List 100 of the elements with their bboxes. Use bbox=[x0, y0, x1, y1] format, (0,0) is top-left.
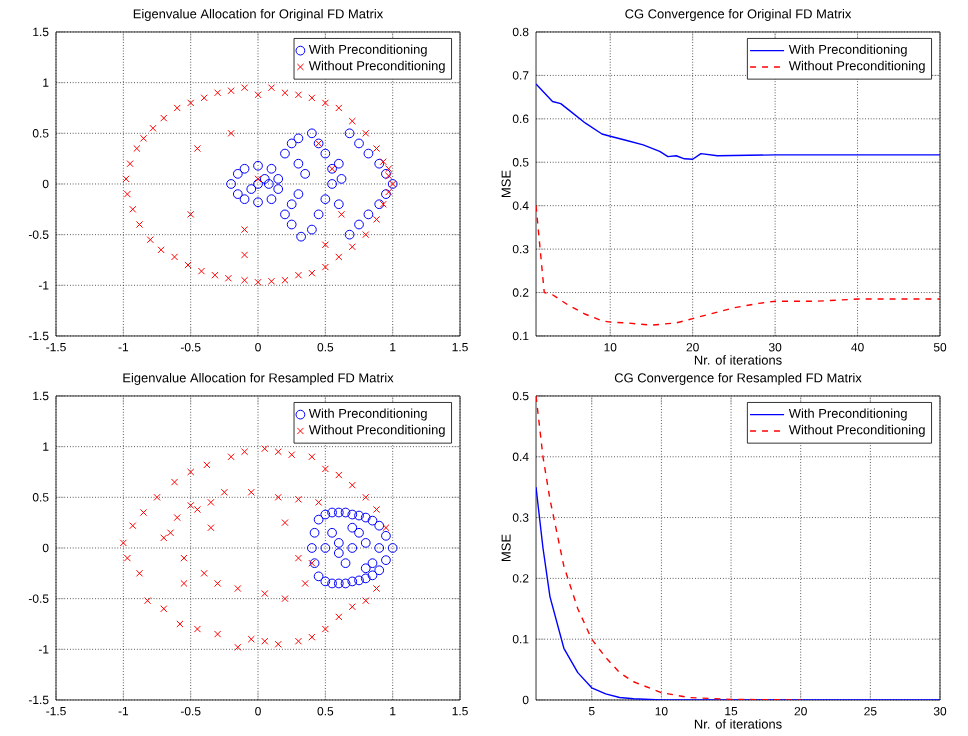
point bbox=[327, 179, 337, 190]
point bbox=[313, 571, 324, 582]
point bbox=[362, 130, 370, 138]
point bbox=[313, 209, 324, 220]
point bbox=[379, 200, 387, 209]
point bbox=[321, 263, 329, 272]
point bbox=[348, 603, 356, 611]
point bbox=[129, 206, 137, 214]
point bbox=[173, 104, 181, 112]
point bbox=[362, 231, 370, 239]
point bbox=[286, 199, 297, 210]
point bbox=[227, 87, 235, 95]
point bbox=[348, 117, 356, 126]
point bbox=[123, 190, 131, 199]
point bbox=[166, 529, 175, 537]
point bbox=[280, 149, 290, 159]
point bbox=[360, 563, 371, 574]
point bbox=[347, 543, 358, 554]
point bbox=[293, 159, 304, 169]
point bbox=[362, 597, 370, 605]
point bbox=[149, 124, 157, 133]
point bbox=[266, 164, 277, 175]
point bbox=[226, 179, 236, 190]
point bbox=[247, 635, 255, 644]
point bbox=[135, 570, 144, 578]
point bbox=[320, 576, 331, 587]
point bbox=[211, 271, 219, 280]
point bbox=[372, 216, 381, 224]
point bbox=[340, 558, 351, 569]
point bbox=[307, 128, 317, 139]
point bbox=[333, 507, 344, 518]
point bbox=[266, 194, 277, 205]
point bbox=[335, 613, 343, 621]
point bbox=[307, 543, 317, 554]
point bbox=[273, 184, 284, 195]
point bbox=[347, 509, 358, 520]
point bbox=[234, 644, 242, 652]
point bbox=[294, 271, 303, 280]
point bbox=[294, 554, 303, 563]
point bbox=[173, 514, 181, 522]
point bbox=[281, 595, 289, 603]
point bbox=[333, 159, 344, 169]
point bbox=[160, 114, 168, 123]
point bbox=[340, 578, 351, 589]
point bbox=[254, 175, 262, 183]
point bbox=[240, 251, 249, 259]
point bbox=[160, 534, 168, 542]
point bbox=[327, 578, 337, 589]
point bbox=[333, 199, 344, 210]
point bbox=[214, 580, 222, 588]
point bbox=[203, 461, 211, 469]
point bbox=[286, 219, 297, 230]
point bbox=[337, 211, 346, 219]
point bbox=[267, 84, 276, 92]
point bbox=[176, 620, 184, 628]
point bbox=[360, 538, 371, 549]
point bbox=[139, 135, 148, 143]
point bbox=[354, 511, 364, 521]
point bbox=[333, 548, 344, 559]
point bbox=[240, 84, 249, 92]
point bbox=[146, 236, 154, 244]
point bbox=[308, 453, 316, 461]
point bbox=[119, 539, 127, 547]
point bbox=[227, 453, 235, 461]
point bbox=[274, 494, 282, 502]
point bbox=[234, 585, 242, 593]
point bbox=[307, 225, 317, 235]
point bbox=[327, 507, 337, 518]
point bbox=[367, 570, 378, 581]
point bbox=[348, 243, 356, 251]
point bbox=[374, 543, 385, 554]
point bbox=[214, 630, 222, 639]
point bbox=[200, 94, 208, 102]
point bbox=[374, 565, 385, 576]
point bbox=[259, 174, 270, 185]
point bbox=[360, 513, 371, 523]
point bbox=[360, 573, 371, 584]
point bbox=[160, 605, 168, 613]
point bbox=[254, 91, 262, 99]
point bbox=[193, 145, 202, 153]
point bbox=[187, 211, 195, 219]
point bbox=[193, 625, 202, 633]
point bbox=[170, 253, 179, 261]
point bbox=[321, 241, 329, 249]
point bbox=[308, 94, 316, 102]
point bbox=[327, 528, 337, 538]
point bbox=[263, 179, 274, 190]
point bbox=[281, 519, 289, 527]
point bbox=[344, 230, 355, 240]
point bbox=[308, 633, 316, 642]
point bbox=[374, 521, 385, 531]
point bbox=[193, 506, 202, 514]
point bbox=[200, 570, 208, 578]
point bbox=[133, 145, 141, 153]
point bbox=[333, 578, 344, 589]
point bbox=[239, 164, 250, 175]
point bbox=[187, 99, 195, 107]
point bbox=[315, 499, 323, 507]
point bbox=[180, 580, 188, 588]
point bbox=[286, 138, 297, 149]
